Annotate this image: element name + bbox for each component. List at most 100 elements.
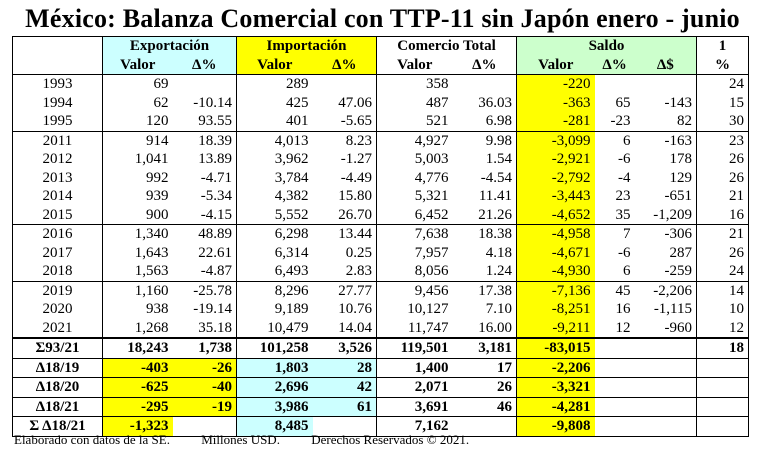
summary-import-delta-cell: 3,526 [312, 337, 377, 358]
summary-label-cell: Δ18/21 [12, 396, 103, 417]
import-valor-cell: 8,296 [236, 280, 313, 300]
saldo-pct-cell: -6 [618, 151, 631, 168]
export-valor-cell: 1,041 [134, 151, 169, 168]
saldo-valor-cell: -3,099 [516, 130, 595, 150]
saldo-usd-cell: -2,206 [634, 280, 697, 300]
pct-cell: 21 [696, 187, 750, 206]
export-valor-cell: 62 [153, 94, 169, 111]
summary-export-delta-cell: 1,738 [172, 337, 237, 358]
table-row: 2017 1,643 22.61 6,314 0.25 7,957 4.18 -4,671 -6… [12, 243, 750, 262]
pct-cell: 23 [696, 130, 750, 150]
summary-row: Δ18/19 -403 -26 1,803 28 1,400 17 -2,206 [12, 357, 750, 378]
pct-cell: 26 [696, 150, 750, 169]
saldo-usd-cell: -259 [664, 263, 693, 280]
summary-import-valor-cell: 3,986 [236, 396, 313, 417]
pct-cell: 26 [696, 168, 750, 187]
export-valor-cell: 69 [153, 76, 169, 93]
export-valor-cell: 1,268 [134, 319, 169, 336]
summary-pct-cell [696, 416, 750, 437]
export-delta-cell [173, 75, 237, 94]
summary-export-valor-cell: -295 [102, 396, 173, 417]
table-row: 1994 62 -10.14 425 47.06 487 36.03 -363 65 -143 15 [12, 93, 750, 112]
export-delta-cell: 18.39 [172, 130, 237, 150]
summary-import-valor-cell: 8,485 [236, 416, 313, 437]
import-valor-header: Valor [236, 55, 313, 75]
trade-balance-table: Exportación Importación Comercio Total S… [12, 36, 750, 437]
summary-saldo-pct-cell [594, 337, 635, 358]
export-delta-cell: -19.14 [193, 301, 233, 318]
summary-saldo-pct-cell [594, 416, 635, 437]
table-row: 2020 938 -19.14 9,189 10.76 10,127 7.10 -8,251 1… [12, 300, 750, 319]
pct-cell: 26 [696, 243, 750, 262]
import-delta-cell: -5.65 [340, 113, 373, 130]
table-row: 1993 69 289 358 -220 24 [12, 74, 750, 94]
saldo-usd-cell: -163 [634, 130, 697, 150]
pct-cell: 24 [696, 74, 750, 94]
export-delta-cell: 13.89 [198, 151, 233, 168]
summary-total-valor-cell: 3,691 [376, 396, 453, 417]
year-cell: 2013 [12, 168, 103, 187]
import-valor-cell: 3,784 [236, 168, 313, 187]
summary-pct-cell [696, 357, 750, 378]
total-valor-header: Valor [376, 55, 453, 75]
saldo-usd-cell: 287 [669, 244, 693, 261]
saldo-pct-cell: 65 [615, 94, 631, 111]
summary-total-valor-cell: 119,501 [376, 337, 453, 358]
summary-label-cell: Δ18/19 [12, 357, 103, 378]
saldo-usd-cell [635, 75, 697, 94]
table-row: 2012 1,041 13.89 3,962 -1.27 5,003 1.54 -2,921 -… [12, 150, 750, 169]
export-delta-cell: -4.87 [200, 263, 233, 280]
import-delta-cell: 2.83 [345, 263, 373, 280]
total-delta-cell: 1.24 [485, 263, 513, 280]
export-valor-cell: 992 [146, 169, 169, 186]
import-delta-cell: -1.27 [340, 151, 373, 168]
table-row: 2015 900 -4.15 5,552 26.70 6,452 21.26 -4,652 35… [12, 205, 750, 225]
summary-saldo-valor-cell: -9,808 [516, 416, 595, 437]
total-delta-cell: 4.18 [485, 244, 513, 261]
import-valor-cell: 6,314 [236, 243, 313, 262]
corner-cell [12, 36, 103, 56]
year-cell: 2016 [12, 224, 103, 244]
saldo-pct-cell: 7 [594, 224, 635, 244]
year-cell: 2020 [12, 300, 103, 319]
total-group-header: Comercio Total [376, 36, 517, 56]
total-delta-cell: -4.54 [480, 169, 513, 186]
saldo-usd-cell: 129 [669, 169, 693, 186]
footer-units: Millones USD. [201, 432, 280, 447]
summary-export-delta-cell: -40 [172, 377, 237, 397]
saldo-valor-cell: -3,443 [516, 187, 595, 206]
import-group-header: Importación [236, 36, 377, 56]
total-valor-cell: 5,003 [376, 150, 453, 169]
summary-saldo-valor-cell: -83,015 [516, 337, 595, 358]
pct-cell: 14 [696, 280, 750, 300]
summary-saldo-pct-cell [594, 396, 635, 417]
year-cell: 2019 [12, 280, 103, 300]
import-valor-cell: 4,013 [236, 130, 313, 150]
summary-label-cell: Σ93/21 [12, 337, 103, 358]
summary-saldo-valor-cell: -3,321 [516, 377, 595, 397]
total-valor-cell: 521 [376, 112, 453, 131]
export-valor-cell: 1,643 [134, 244, 169, 261]
export-delta-cell: -4.71 [200, 169, 233, 186]
summary-row: Σ Δ18/21 -1,323 8,485 7,162 -9,808 [12, 416, 750, 437]
total-delta-cell: 11.41 [478, 188, 513, 205]
summary-label-cell: Σ Δ18/21 [12, 416, 103, 437]
saldo-pct-cell: 12 [615, 319, 631, 336]
year-cell: 2014 [12, 187, 103, 206]
import-valor-cell: 425 [236, 93, 313, 112]
total-valor-cell: 6,452 [376, 205, 453, 225]
summary-import-delta-cell: 42 [312, 377, 377, 397]
summary-saldo-usd-cell [634, 416, 697, 437]
export-delta-cell: -25.78 [172, 280, 237, 300]
import-valor-cell: 6,493 [236, 262, 313, 281]
saldo-usd-cell: -651 [664, 188, 693, 205]
export-delta-cell: 93.55 [198, 113, 233, 130]
saldo-pct-cell [595, 75, 635, 94]
import-valor-cell: 5,552 [236, 205, 313, 225]
saldo-usd-cell: -143 [664, 94, 693, 111]
summary-export-delta-cell: -19 [172, 396, 237, 417]
total-valor-cell: 10,127 [376, 300, 453, 319]
summary-saldo-valor-cell: -4,281 [516, 396, 595, 417]
saldo-valor-cell: -4,671 [516, 243, 595, 262]
summary-label-cell: Δ18/20 [12, 377, 103, 397]
